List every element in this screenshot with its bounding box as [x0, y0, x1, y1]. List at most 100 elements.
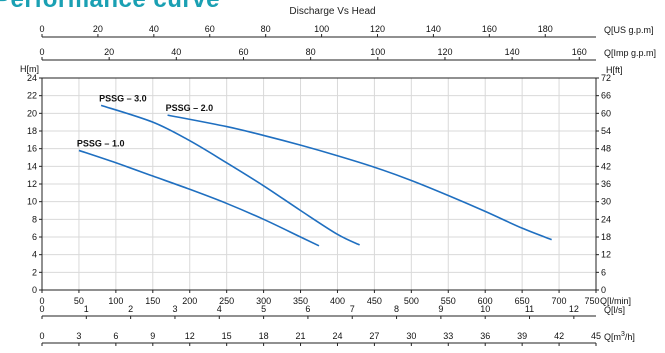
- bottom-axis-tick-label: 6: [113, 331, 118, 341]
- bottom-axis-tick-label: 0: [39, 304, 44, 314]
- y-tick-label: 0: [32, 285, 37, 295]
- top-axis-tick-label: 0: [39, 47, 44, 57]
- y-tick-label: 16: [27, 144, 37, 154]
- bottom-axis-tick-label: 45: [591, 331, 601, 341]
- y-right-tick-label: 30: [601, 197, 611, 207]
- y-right-tick-label: 6: [601, 267, 606, 277]
- bottom-axis-label: Q[l/s]: [604, 305, 625, 315]
- series-line-1: [78, 149, 320, 247]
- y-right-tick-label: 36: [601, 179, 611, 189]
- top-axis-tick-label: 80: [261, 24, 271, 34]
- x-tick-label: 450: [367, 296, 382, 306]
- series-line-3: [167, 114, 552, 241]
- bottom-axis-tick-label: 7: [350, 304, 355, 314]
- bottom-axis-tick-label: 6: [305, 304, 310, 314]
- top-axis-tick-label: 60: [238, 47, 248, 57]
- series-label-2: PSSG – 3.0: [99, 93, 147, 103]
- bottom-axis-tick-label: 12: [185, 331, 195, 341]
- y-right-tick-label: 18: [601, 232, 611, 242]
- top-axis-tick-label: 160: [482, 24, 497, 34]
- bottom-axis-tick-label: 8: [394, 304, 399, 314]
- x-tick-label: 350: [293, 296, 308, 306]
- bottom-axis-tick-label: 39: [517, 331, 527, 341]
- bottom-axis-tick-label: 10: [480, 304, 490, 314]
- bottom-axis-tick-label: 27: [369, 331, 379, 341]
- bottom-axis-tick-label: 9: [150, 331, 155, 341]
- y-tick-label: 12: [27, 179, 37, 189]
- y-tick-label: 4: [32, 250, 37, 260]
- y-right-tick-label: 48: [601, 144, 611, 154]
- top-axis-tick-label: 0: [39, 24, 44, 34]
- bottom-axis-tick-label: 15: [222, 331, 232, 341]
- bottom-axis-tick-label: 3: [172, 304, 177, 314]
- top-axis-tick-label: 120: [437, 47, 452, 57]
- x-tick-label: 50: [74, 296, 84, 306]
- y-right-axis-label: H[ft]: [606, 65, 623, 75]
- bottom-axis-tick-label: 3: [76, 331, 81, 341]
- top-axis-tick-label: 100: [314, 24, 329, 34]
- top-axis-label: Q[Imp g.p.m]: [604, 48, 656, 58]
- y-tick-label: 20: [27, 108, 37, 118]
- x-tick-label: 150: [145, 296, 160, 306]
- chart-title: Discharge Vs Head: [289, 6, 376, 17]
- y-tick-label: 8: [32, 214, 37, 224]
- series-label-3: PSSG – 2.0: [166, 103, 214, 113]
- x-tick-label: 0: [39, 296, 44, 306]
- top-axis-tick-label: 20: [93, 24, 103, 34]
- x-tick-label: 700: [552, 296, 567, 306]
- bottom-axis-tick-label: 11: [525, 304, 534, 314]
- bottom-axis-tick-label: 2: [128, 304, 133, 314]
- x-tick-label: 600: [478, 296, 493, 306]
- bottom-axis-tick-label: 18: [259, 331, 269, 341]
- bottom-axis-tick-label: 4: [217, 304, 222, 314]
- y-tick-label: 18: [27, 126, 37, 136]
- y-tick-label: 14: [27, 161, 37, 171]
- bottom-axis-tick-label: 33: [443, 331, 453, 341]
- x-tick-label: 650: [515, 296, 530, 306]
- y-tick-label: 24: [27, 73, 37, 83]
- y-right-tick-label: 60: [601, 108, 611, 118]
- x-tick-label: 400: [330, 296, 345, 306]
- x-tick-label: 500: [404, 296, 419, 306]
- series-label-1: PSSG – 1.0: [77, 138, 125, 148]
- x-tick-label: 550: [441, 296, 456, 306]
- top-axis-tick-label: 140: [426, 24, 441, 34]
- x-tick-label: 100: [108, 296, 123, 306]
- bottom-axis-tick-label: 5: [261, 304, 266, 314]
- top-axis-tick-label: 180: [538, 24, 553, 34]
- bottom-axis-tick-label: 24: [332, 331, 342, 341]
- top-axis-tick-label: 40: [171, 47, 181, 57]
- bottom-axis-tick-label: 30: [406, 331, 416, 341]
- top-axis-tick-label: 40: [149, 24, 159, 34]
- y-tick-label: 10: [27, 197, 37, 207]
- bottom-axis-tick-label: 9: [438, 304, 443, 314]
- y-right-tick-label: 0: [601, 285, 606, 295]
- y-right-tick-label: 54: [601, 126, 611, 136]
- x-tick-label: 750: [584, 296, 599, 306]
- y-right-tick-label: 66: [601, 91, 611, 101]
- top-axis-tick-label: 120: [370, 24, 385, 34]
- top-axis-tick-label: 80: [306, 47, 316, 57]
- bottom-axis-tick-label: 21: [296, 331, 306, 341]
- x-tick-label: 200: [182, 296, 197, 306]
- x-axis-label: Q[l/min]: [600, 296, 631, 306]
- bottom-axis-tick-label: 36: [480, 331, 490, 341]
- bottom-axis-tick-label: 0: [39, 331, 44, 341]
- bottom-axis-tick-label: 12: [569, 304, 579, 314]
- x-tick-label: 300: [256, 296, 271, 306]
- top-axis-tick-label: 100: [370, 47, 385, 57]
- top-axis-tick-label: 160: [572, 47, 587, 57]
- y-tick-label: 2: [32, 267, 37, 277]
- y-axis-label: H[m]: [20, 64, 39, 74]
- top-axis-tick-label: 60: [205, 24, 215, 34]
- top-axis-tick-label: 140: [505, 47, 520, 57]
- y-right-tick-label: 42: [601, 161, 611, 171]
- y-right-tick-label: 72: [601, 73, 611, 83]
- y-tick-label: 6: [32, 232, 37, 242]
- x-tick-label: 250: [219, 296, 234, 306]
- y-tick-label: 22: [27, 91, 37, 101]
- page-title: Performance curve: [0, 0, 220, 14]
- top-axis-tick-label: 20: [104, 47, 114, 57]
- bottom-axis-label: Q[m3/h]: [604, 331, 635, 342]
